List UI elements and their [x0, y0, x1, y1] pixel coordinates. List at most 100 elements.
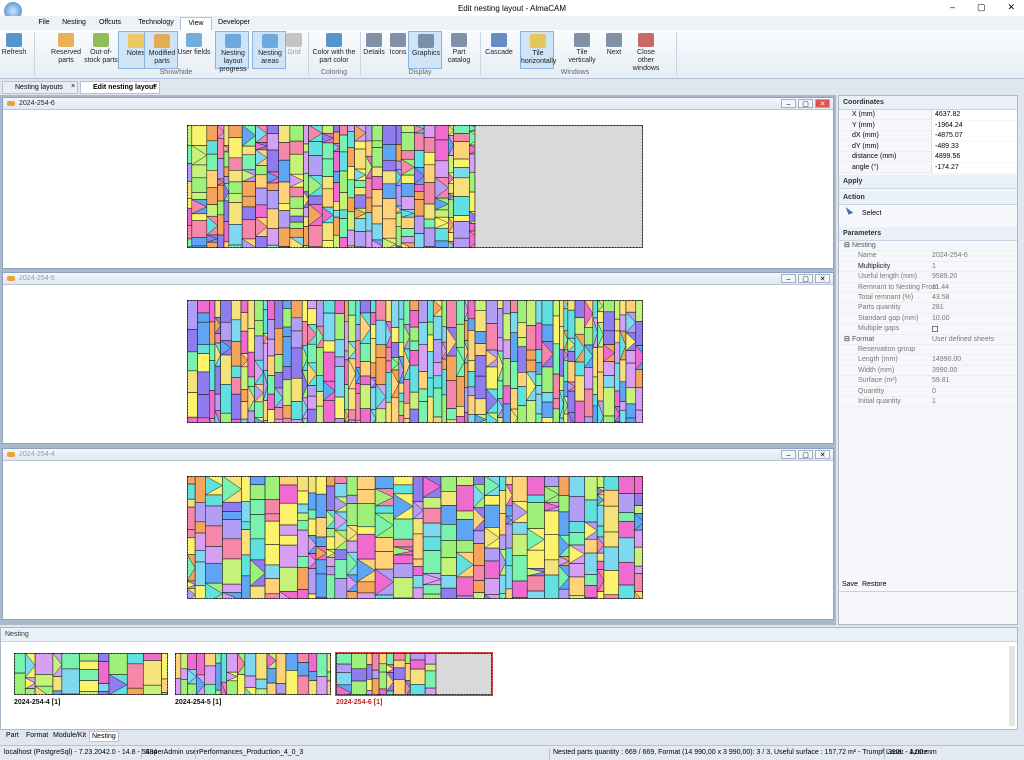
group-separator — [676, 32, 677, 76]
ribbon-button[interactable]: Close other windows — [629, 31, 663, 72]
nested-part — [204, 665, 217, 685]
ribbon-button[interactable]: Details — [357, 31, 391, 69]
ribbon-button[interactable]: Tile vertically — [565, 31, 599, 69]
ribbon-button[interactable]: User fields — [177, 31, 211, 69]
nested-part — [187, 683, 197, 695]
nested-part — [339, 237, 348, 248]
ribbon-button[interactable]: Part catalog — [442, 31, 476, 69]
document-tab[interactable]: Edit nesting layout × — [80, 81, 160, 94]
nesting-thumbnail[interactable] — [14, 653, 168, 695]
ribbon-button[interactable]: Icons — [381, 31, 415, 69]
window-control[interactable]: – — [781, 99, 796, 108]
nested-part — [618, 584, 635, 599]
bottom-tab[interactable]: Module/Kit — [53, 732, 87, 739]
window-control[interactable]: ✕ — [815, 450, 830, 459]
window-control[interactable]: ▢ — [798, 99, 813, 108]
nested-part — [371, 166, 383, 177]
apply-header[interactable]: Apply — [839, 175, 1017, 189]
window-control[interactable]: ✕ — [815, 274, 830, 283]
ribbon-button[interactable]: Next — [597, 31, 631, 69]
ribbon-button[interactable]: Modified parts — [144, 31, 178, 69]
restore-button[interactable]: Restore — [862, 581, 887, 588]
nested-part — [371, 147, 383, 168]
nested-part — [307, 568, 317, 595]
nested-part — [220, 384, 232, 414]
nested-part — [247, 376, 255, 387]
ribbon-tab[interactable]: View — [180, 17, 212, 30]
save-button[interactable]: Save — [842, 581, 858, 588]
thumbnail-label[interactable]: 2024-254-5 [1] — [175, 699, 222, 706]
document-tab[interactable]: Nesting layouts × — [2, 81, 78, 94]
ribbon-button[interactable]: Tile horizontally — [520, 31, 556, 69]
ribbon-button[interactable]: Color with the part color — [312, 31, 356, 69]
nested-part — [484, 476, 500, 497]
nested-part — [267, 375, 276, 395]
nested-part — [559, 326, 565, 350]
thumbnail-label[interactable]: 2024-254-6 [1] — [336, 699, 383, 706]
nested-part — [262, 400, 268, 421]
ribbon-button[interactable]: Refresh — [0, 31, 29, 69]
nested-part — [603, 546, 620, 571]
nested-part — [307, 395, 317, 410]
ribbon-tab[interactable]: Offcuts — [98, 19, 122, 26]
nested-part — [391, 369, 400, 398]
window-control[interactable]: ▢ — [798, 274, 813, 283]
window-control[interactable]: – — [781, 450, 796, 459]
nested-part — [390, 300, 400, 328]
bottom-tab[interactable]: Format — [26, 732, 49, 739]
nesting-thumbnail[interactable] — [335, 652, 493, 696]
nested-part — [526, 476, 545, 496]
nesting-sheet[interactable] — [187, 300, 643, 423]
app-logo[interactable] — [4, 2, 22, 20]
ribbon-button[interactable]: Cascade — [482, 31, 516, 69]
nested-part — [187, 588, 196, 599]
ribbon-button[interactable]: Out-of-stock parts — [84, 31, 118, 69]
checkbox[interactable] — [932, 326, 938, 333]
nested-part — [474, 310, 487, 332]
remnant — [435, 653, 492, 695]
ribbon-button[interactable]: Nesting areas — [252, 31, 286, 69]
ribbon-tab[interactable]: Developer — [218, 19, 250, 26]
window-controls[interactable]: –▢✕ — [950, 2, 1015, 12]
nested-part — [398, 392, 405, 403]
nested-part — [552, 373, 560, 399]
nested-part — [228, 181, 243, 194]
ribbon-tab[interactable]: Technology — [138, 19, 174, 26]
ribbon-button[interactable]: Nesting layout progress — [215, 31, 249, 73]
nested-part — [382, 170, 397, 185]
nested-part — [400, 132, 415, 152]
nested-part — [574, 317, 585, 335]
ribbon-tab[interactable]: Nesting — [62, 19, 86, 26]
coordinate-row: dX (mm) -4875.07 — [841, 131, 1017, 142]
bottom-tab[interactable]: Part — [6, 732, 19, 739]
nested-part — [25, 653, 36, 679]
ribbon-button[interactable]: Reserved parts — [49, 31, 83, 69]
nesting-sheet[interactable] — [187, 476, 643, 599]
nested-part — [440, 575, 457, 589]
nested-part — [456, 406, 465, 417]
nested-part — [378, 663, 388, 673]
coordinate-label: X (mm) — [852, 111, 875, 118]
nested-part — [282, 336, 292, 367]
bottom-tab[interactable]: Nesting — [89, 731, 119, 742]
nested-part — [422, 476, 442, 498]
nested-part — [267, 338, 276, 357]
ribbon-tab[interactable]: File — [38, 19, 50, 26]
nested-part — [226, 653, 238, 673]
nested-part — [371, 223, 383, 241]
thumbnail-label[interactable]: 2024-254-4 [1] — [14, 699, 61, 706]
select-label[interactable]: Select — [862, 210, 882, 217]
nested-part — [390, 342, 400, 358]
window-control[interactable]: – — [781, 274, 796, 283]
nested-part — [424, 670, 437, 689]
nested-part — [526, 575, 545, 592]
ribbon-button[interactable]: Graphics — [408, 31, 442, 69]
nesting-sheet[interactable] — [187, 125, 643, 248]
ribbon-button[interactable]: Grid — [277, 31, 311, 69]
nested-part — [602, 375, 615, 388]
window-control[interactable]: ✕ — [815, 99, 830, 108]
nesting-thumbnail[interactable] — [175, 653, 331, 695]
window-control[interactable]: ▢ — [798, 450, 813, 459]
nested-part — [434, 197, 449, 211]
select-arrow[interactable] — [845, 205, 854, 215]
